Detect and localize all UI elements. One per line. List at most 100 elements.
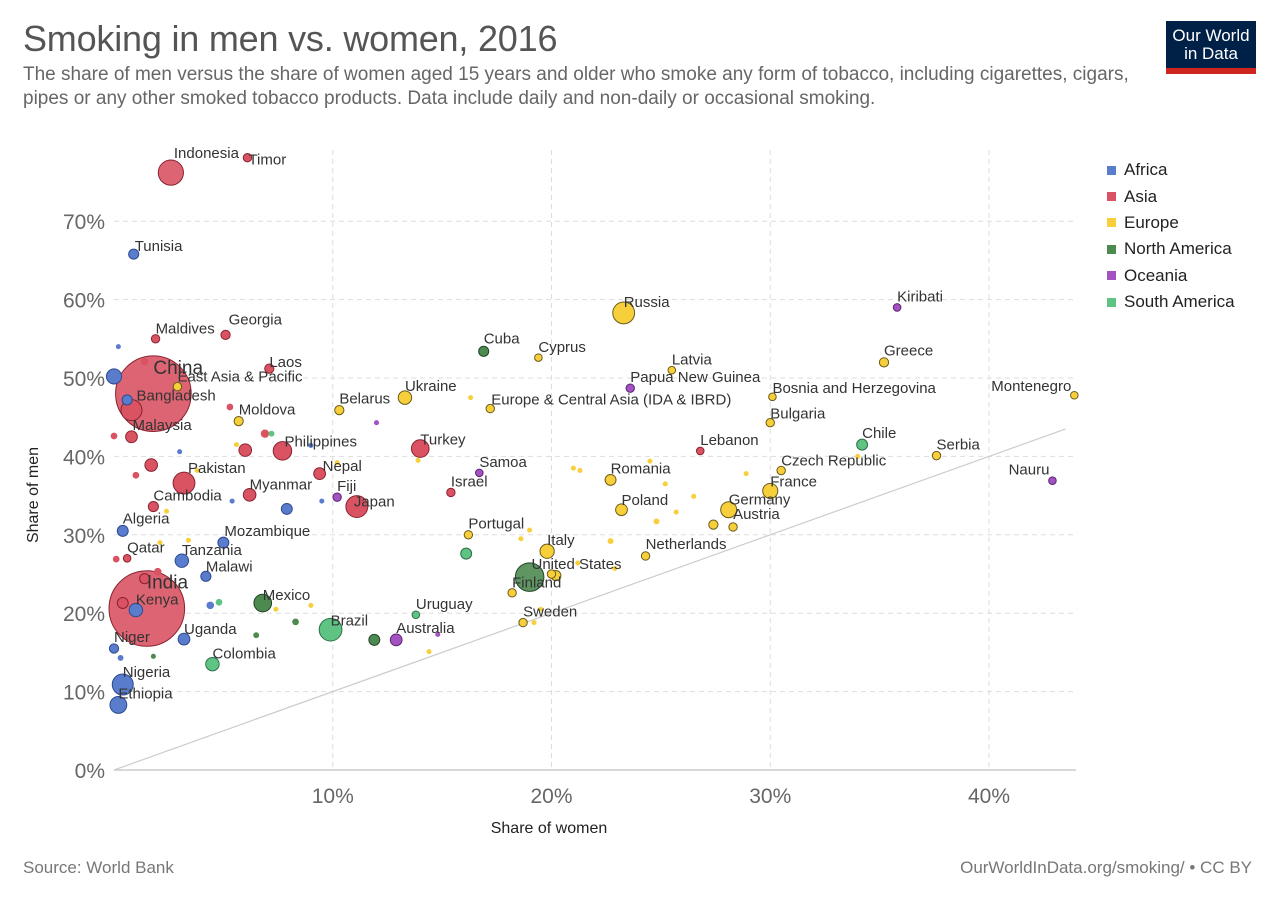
data-point-unlabeled[interactable]	[144, 458, 158, 472]
data-point-unlabeled[interactable]	[253, 632, 260, 639]
data-point-unlabeled[interactable]	[115, 344, 121, 350]
data-point-unlabeled[interactable]	[647, 458, 653, 464]
data-point-unlabeled[interactable]	[673, 509, 679, 515]
legend-item-africa[interactable]: Africa	[1107, 157, 1235, 183]
data-point-ukraine[interactable]	[397, 390, 413, 405]
data-point-unlabeled[interactable]	[319, 498, 325, 504]
data-point-bosnia-and-herzegovina[interactable]	[768, 392, 777, 402]
data-point-indonesia[interactable]	[157, 159, 184, 186]
data-point-pakistan[interactable]	[172, 471, 196, 495]
data-point-latvia[interactable]	[667, 365, 677, 375]
data-point-italy[interactable]	[539, 543, 555, 559]
data-point-romania[interactable]	[604, 473, 617, 486]
data-point-israel[interactable]	[446, 487, 456, 498]
legend-item-north-america[interactable]: North America	[1107, 236, 1235, 262]
data-point-unlabeled[interactable]	[368, 633, 381, 646]
data-point-unlabeled[interactable]	[194, 467, 200, 474]
data-point-czech-republic[interactable]	[776, 465, 786, 476]
data-point-lebanon[interactable]	[695, 446, 705, 456]
data-point-niger[interactable]	[108, 643, 120, 654]
data-point-montenegro[interactable]	[1070, 390, 1079, 400]
data-point-unlabeled[interactable]	[662, 481, 668, 487]
data-point-austria[interactable]	[728, 522, 738, 532]
data-point-unlabeled[interactable]	[157, 540, 163, 546]
data-point-japan[interactable]	[345, 495, 369, 518]
data-point-united-states[interactable]	[546, 569, 557, 579]
data-point-unlabeled[interactable]	[460, 547, 473, 560]
data-point-mexico[interactable]	[253, 593, 273, 613]
data-point-malaysia[interactable]	[125, 430, 138, 444]
data-point-unlabeled[interactable]	[112, 555, 120, 563]
data-point-unlabeled[interactable]	[163, 508, 170, 514]
data-point-unlabeled[interactable]	[518, 536, 524, 542]
data-point-unlabeled[interactable]	[238, 443, 253, 457]
data-point-finland[interactable]	[507, 588, 517, 598]
data-point-papua-new-guinea[interactable]	[625, 383, 635, 393]
data-point-cuba[interactable]	[478, 345, 490, 357]
data-point-unlabeled[interactable]	[121, 394, 133, 406]
data-point-malawi[interactable]	[200, 570, 212, 582]
data-point-unlabeled[interactable]	[575, 560, 581, 566]
data-point-unlabeled[interactable]	[215, 598, 223, 606]
data-point-uganda[interactable]	[177, 632, 191, 646]
credit-link[interactable]: OurWorldInData.org/smoking/ • CC BY	[960, 858, 1252, 877]
data-point-unlabeled[interactable]	[273, 606, 279, 612]
data-point-unlabeled[interactable]	[139, 573, 151, 585]
data-point-cyprus[interactable]	[534, 353, 543, 362]
data-point-france[interactable]	[762, 482, 779, 499]
data-point-unlabeled[interactable]	[514, 562, 545, 592]
data-point-tunisia[interactable]	[128, 248, 140, 260]
owid-logo[interactable]: Our World in Data	[1166, 21, 1256, 74]
legend-item-asia[interactable]: Asia	[1107, 183, 1235, 209]
data-point-unlabeled[interactable]	[527, 527, 533, 533]
data-point-greece[interactable]	[878, 357, 890, 368]
data-point-unlabeled[interactable]	[117, 654, 124, 661]
data-point-unlabeled[interactable]	[308, 602, 314, 608]
data-point-unlabeled[interactable]	[140, 357, 149, 366]
data-point-unlabeled[interactable]	[206, 601, 215, 610]
data-point-unlabeled[interactable]	[105, 368, 123, 385]
data-point-kenya[interactable]	[128, 602, 144, 618]
data-point-unlabeled[interactable]	[233, 442, 240, 448]
data-point-timor[interactable]	[242, 152, 253, 163]
data-point-unlabeled[interactable]	[653, 518, 660, 525]
data-point-brazil[interactable]	[318, 617, 343, 642]
data-point-india[interactable]	[108, 570, 186, 647]
data-point-unlabeled[interactable]	[280, 502, 293, 515]
data-point-unlabeled[interactable]	[177, 449, 183, 455]
data-point-samoa[interactable]	[475, 468, 484, 478]
data-point-east-asia-pacific[interactable]	[172, 381, 183, 392]
data-point-nauru[interactable]	[1048, 476, 1057, 485]
data-point-nepal[interactable]	[313, 467, 327, 481]
data-point-europe-central-asia-ida-ibrd[interactable]	[485, 403, 495, 414]
data-point-unlabeled[interactable]	[226, 403, 234, 411]
data-point-unlabeled[interactable]	[531, 620, 537, 626]
data-point-unlabeled[interactable]	[292, 618, 299, 626]
data-point-serbia[interactable]	[931, 450, 942, 461]
data-point-georgia[interactable]	[220, 329, 231, 341]
data-point-mozambique[interactable]	[217, 536, 230, 549]
data-point-ethiopia[interactable]	[109, 696, 128, 714]
data-point-poland[interactable]	[615, 503, 628, 517]
data-point-unlabeled[interactable]	[691, 493, 697, 499]
data-point-uruguay[interactable]	[411, 610, 421, 620]
data-point-qatar[interactable]	[122, 554, 132, 563]
data-point-belarus[interactable]	[334, 405, 345, 416]
data-point-unlabeled[interactable]	[153, 567, 162, 576]
data-point-algeria[interactable]	[116, 524, 129, 537]
data-point-netherlands[interactable]	[640, 551, 651, 561]
data-point-russia[interactable]	[612, 301, 636, 325]
data-point-bulgaria[interactable]	[765, 417, 775, 428]
data-point-unlabeled[interactable]	[570, 465, 576, 471]
data-point-unlabeled[interactable]	[229, 498, 235, 504]
data-point-unlabeled[interactable]	[607, 538, 614, 545]
data-point-unlabeled[interactable]	[435, 631, 441, 637]
data-point-nigeria[interactable]	[111, 673, 134, 696]
data-point-unlabeled[interactable]	[855, 453, 861, 459]
data-point-unlabeled[interactable]	[116, 597, 129, 609]
legend-item-south-america[interactable]: South America	[1107, 289, 1235, 315]
data-point-unlabeled[interactable]	[577, 467, 583, 474]
data-point-turkey[interactable]	[410, 439, 430, 458]
data-point-chile[interactable]	[856, 438, 869, 451]
data-point-unlabeled[interactable]	[538, 606, 544, 612]
